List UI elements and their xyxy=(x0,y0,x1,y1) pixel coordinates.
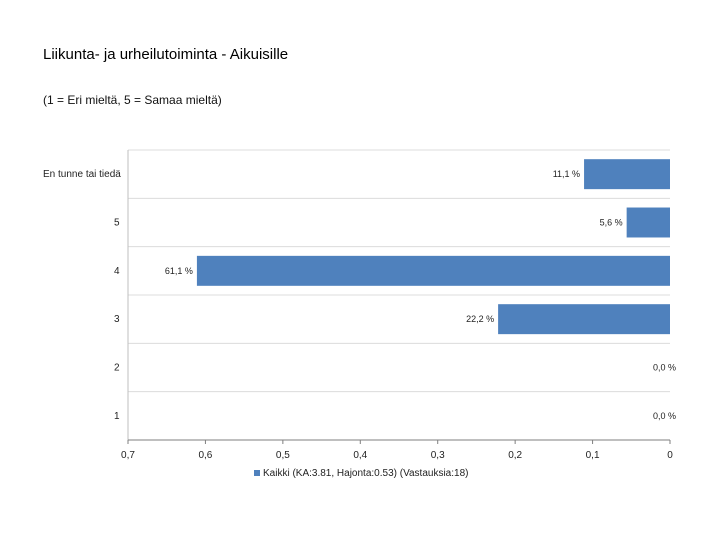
x-tick-label: 0,6 xyxy=(198,450,212,461)
legend-swatch xyxy=(254,470,260,476)
data-label: 61,1 % xyxy=(165,266,193,276)
category-label: 3 xyxy=(114,314,120,325)
chart-title: Liikunta- ja urheilutoiminta - Aikuisill… xyxy=(43,46,289,63)
data-label: 0,0 % xyxy=(653,411,676,421)
category-label: En tunne tai tiedä xyxy=(43,169,121,180)
category-label: 4 xyxy=(114,266,120,277)
bar xyxy=(584,159,670,190)
chart-subtitle: (1 = Eri mieltä, 5 = Samaa mieltä) xyxy=(43,93,222,107)
legend-label: Kaikki (KA:3.81, Hajonta:0.53) (Vastauks… xyxy=(263,468,468,479)
bar xyxy=(626,207,670,238)
category-label: 1 xyxy=(114,411,120,422)
x-tick-label: 0,2 xyxy=(508,450,522,461)
data-label: 0,0 % xyxy=(653,363,676,373)
x-tick-label: 0 xyxy=(667,450,673,461)
bar xyxy=(498,304,670,335)
x-tick-label: 0,4 xyxy=(353,450,367,461)
data-label: 22,2 % xyxy=(466,314,494,324)
x-tick-label: 0,3 xyxy=(431,450,445,461)
x-tick-label: 0,1 xyxy=(586,450,600,461)
category-label: 2 xyxy=(114,363,120,374)
data-label: 5,6 % xyxy=(600,218,623,228)
x-tick-label: 0,7 xyxy=(121,450,135,461)
category-label: 5 xyxy=(114,218,120,229)
x-tick-label: 0,5 xyxy=(276,450,290,461)
bar xyxy=(196,255,670,286)
data-label: 11,1 % xyxy=(553,169,580,179)
